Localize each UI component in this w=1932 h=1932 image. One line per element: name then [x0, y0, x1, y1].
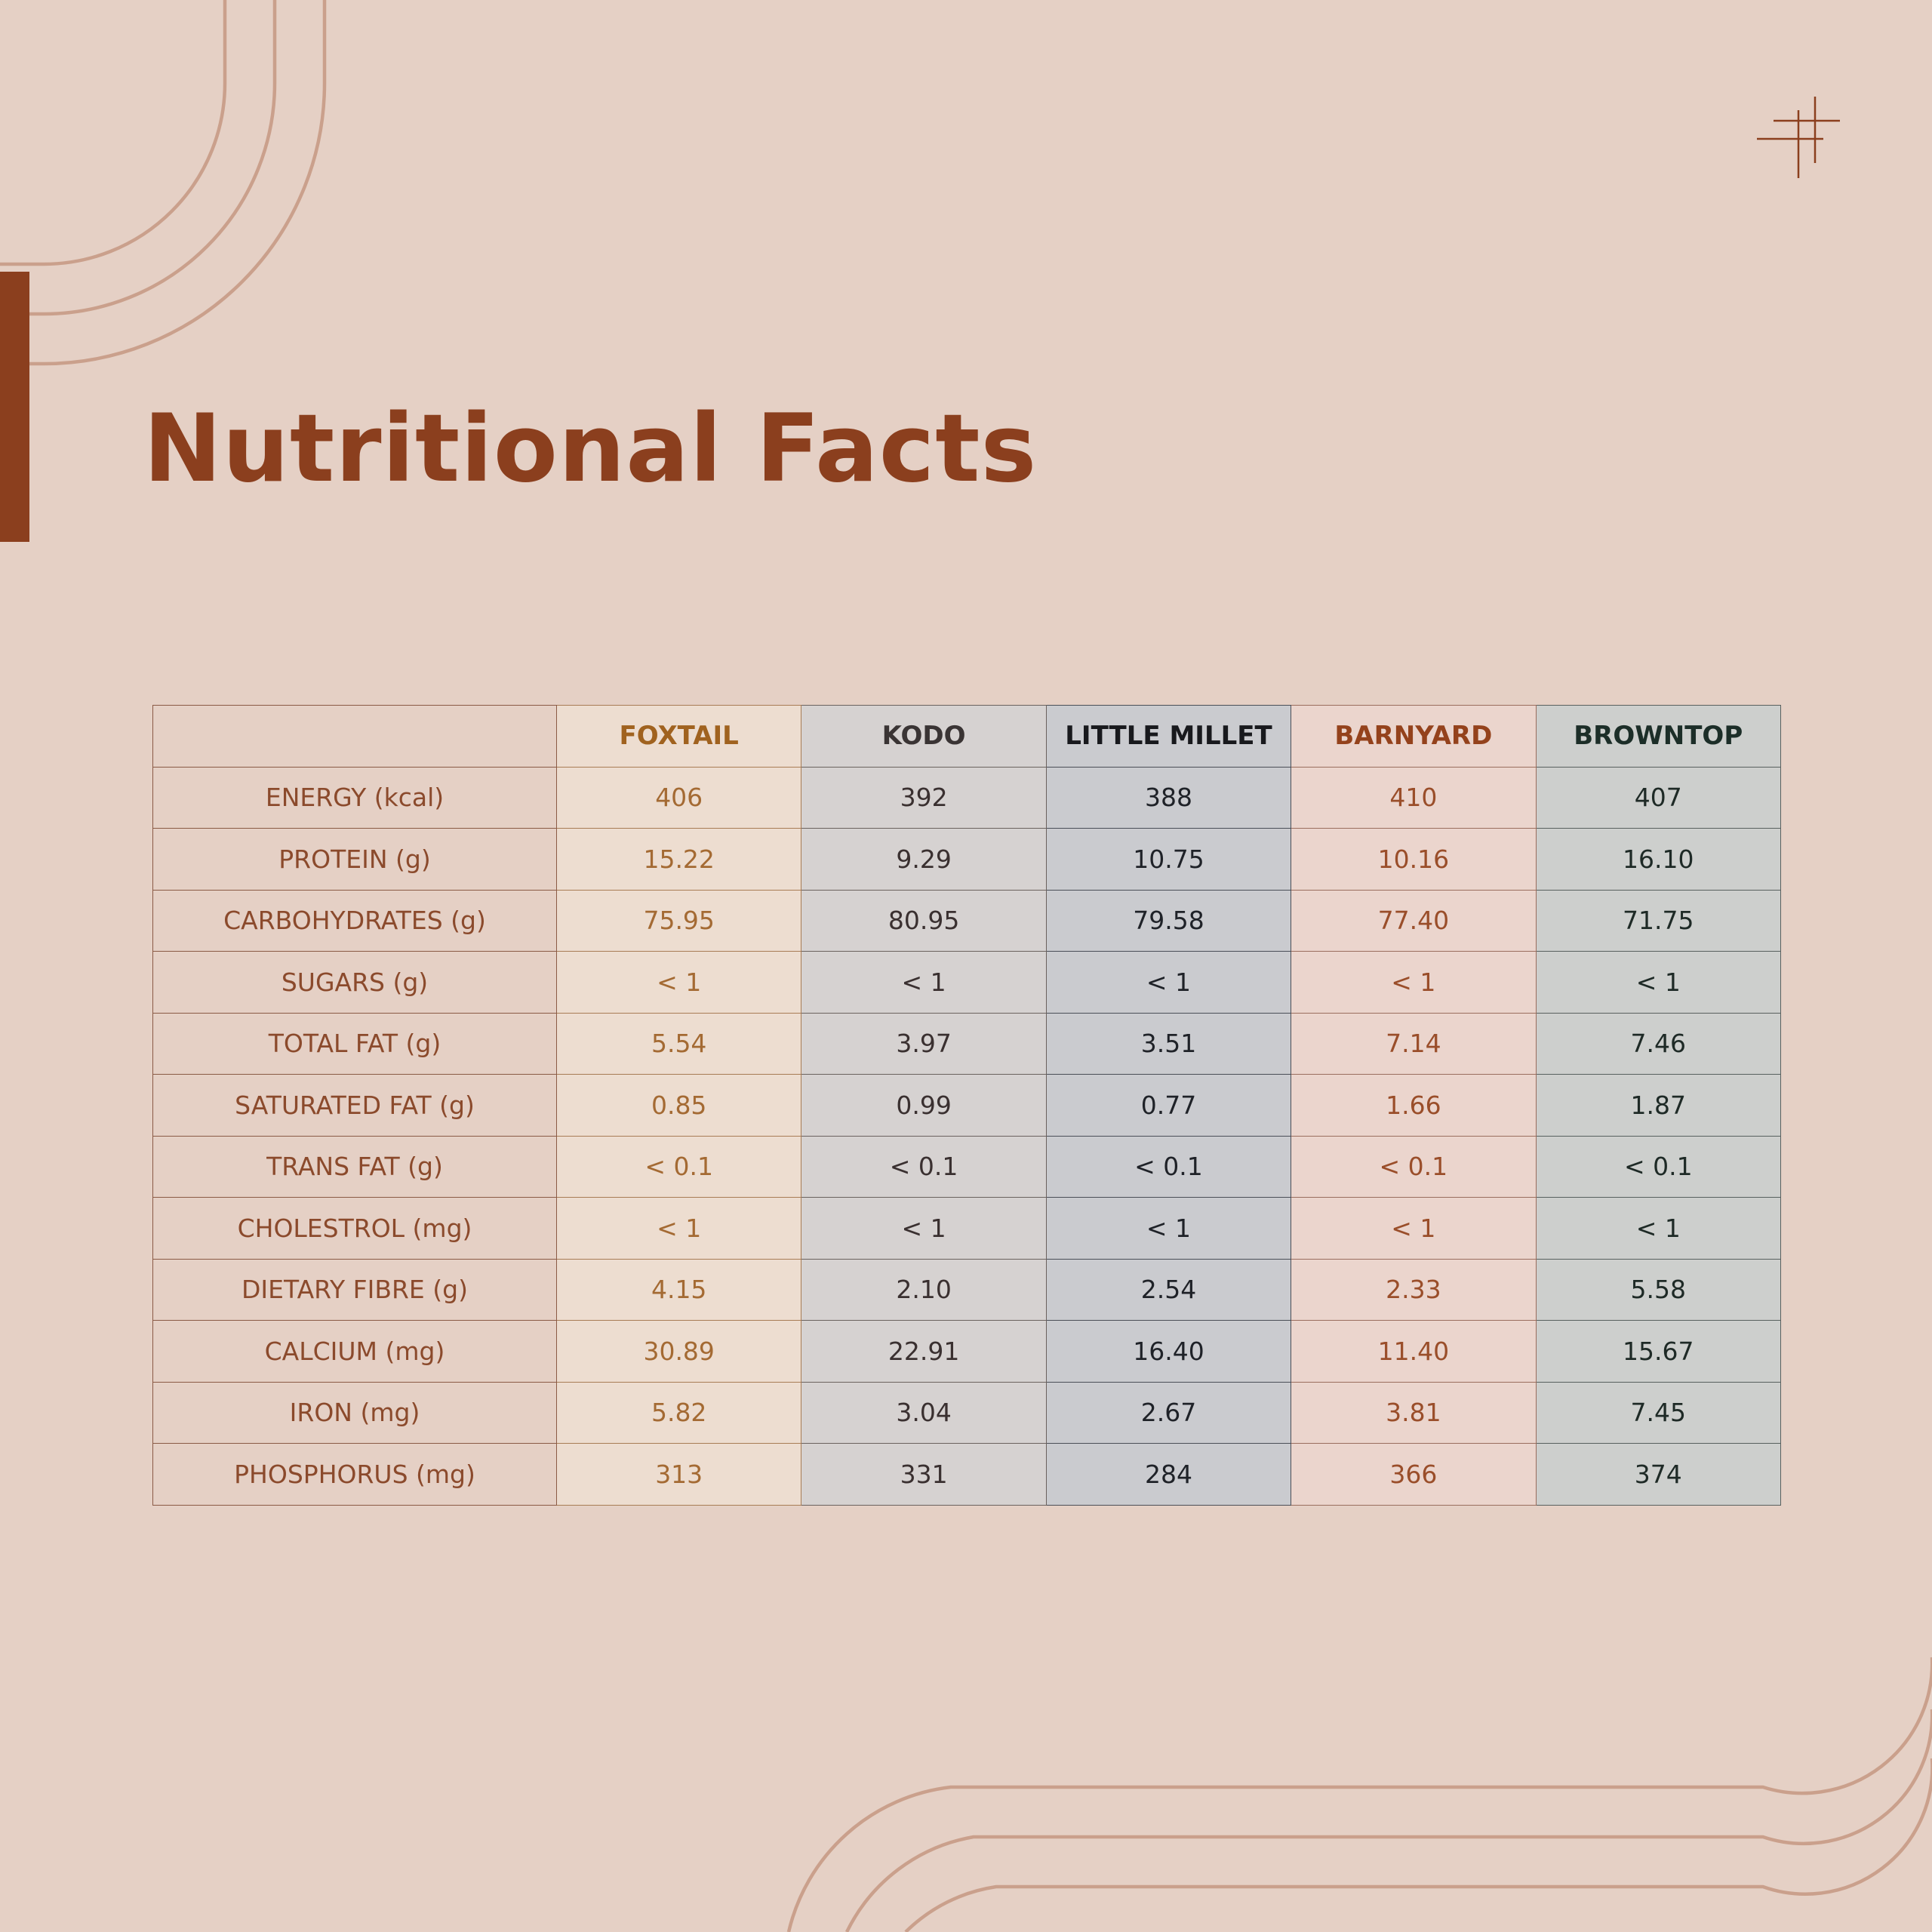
row-label: PROTEIN (g) — [152, 828, 557, 891]
table-header-row: FOXTAIL KODO LITTLE MILLET BARNYARD BROW… — [152, 705, 1781, 768]
cell-foxtail: 30.89 — [555, 1320, 802, 1383]
row-label: IRON (mg) — [152, 1381, 557, 1444]
table-row: CALCIUM (mg) 30.89 22.91 16.40 11.40 15.67 — [152, 1320, 1781, 1383]
cell-barnyard: 77.40 — [1291, 889, 1537, 952]
cell-little-millet: 3.51 — [1045, 1012, 1292, 1075]
cell-foxtail: 5.54 — [555, 1012, 802, 1075]
cell-foxtail: 15.22 — [555, 828, 802, 891]
cell-foxtail: < 1 — [555, 1197, 802, 1260]
cell-browntop: < 1 — [1535, 1197, 1781, 1260]
row-label: DIETARY FIBRE (g) — [152, 1258, 557, 1321]
cell-barnyard: < 0.1 — [1291, 1135, 1537, 1198]
cell-barnyard: 2.33 — [1291, 1258, 1537, 1321]
cell-foxtail: 5.82 — [555, 1381, 802, 1444]
row-label: CARBOHYDRATES (g) — [152, 889, 557, 952]
cell-kodo: < 1 — [801, 1197, 1047, 1260]
cell-browntop: 15.67 — [1535, 1320, 1781, 1383]
cell-barnyard: 3.81 — [1291, 1381, 1537, 1444]
cell-foxtail: 406 — [555, 766, 802, 829]
table-row: SATURATED FAT (g) 0.85 0.99 0.77 1.66 1.87 — [152, 1074, 1781, 1137]
cell-little-millet: < 1 — [1045, 951, 1292, 1014]
cell-kodo: 80.95 — [801, 889, 1047, 952]
cell-kodo: 9.29 — [801, 828, 1047, 891]
cell-browntop: 1.87 — [1535, 1074, 1781, 1137]
row-label: CALCIUM (mg) — [152, 1320, 557, 1383]
table-row: SUGARS (g) < 1 < 1 < 1 < 1 < 1 — [152, 951, 1781, 1014]
cell-browntop: 16.10 — [1535, 828, 1781, 891]
table-row: PHOSPHORUS (mg) 313 331 284 366 374 — [152, 1443, 1781, 1506]
column-header-foxtail: FOXTAIL — [555, 705, 802, 768]
table-row: PROTEIN (g) 15.22 9.29 10.75 10.16 16.10 — [152, 828, 1781, 891]
cell-kodo: 331 — [801, 1443, 1047, 1506]
cell-little-millet: 16.40 — [1045, 1320, 1292, 1383]
cell-browntop: < 1 — [1535, 951, 1781, 1014]
cell-little-millet: 388 — [1045, 766, 1292, 829]
cell-kodo: 2.10 — [801, 1258, 1047, 1321]
cell-little-millet: < 1 — [1045, 1197, 1292, 1260]
cell-foxtail: 4.15 — [555, 1258, 802, 1321]
cell-barnyard: 410 — [1291, 766, 1537, 829]
cell-barnyard: 10.16 — [1291, 828, 1537, 891]
table-row: CHOLESTROL (mg) < 1 < 1 < 1 < 1 < 1 — [152, 1197, 1781, 1260]
row-label: SUGARS (g) — [152, 951, 557, 1014]
table-row: TRANS FAT (g) < 0.1 < 0.1 < 0.1 < 0.1 < 0.1 — [152, 1135, 1781, 1198]
cell-browntop: 407 — [1535, 766, 1781, 829]
nutrition-table: FOXTAIL KODO LITTLE MILLET BARNYARD BROW… — [152, 705, 1781, 1506]
cell-foxtail: 75.95 — [555, 889, 802, 952]
cell-browntop: 374 — [1535, 1443, 1781, 1506]
table-row: TOTAL FAT (g) 5.54 3.97 3.51 7.14 7.46 — [152, 1012, 1781, 1075]
cell-barnyard: < 1 — [1291, 951, 1537, 1014]
cell-browntop: 5.58 — [1535, 1258, 1781, 1321]
cell-browntop: 7.45 — [1535, 1381, 1781, 1444]
table-row: CARBOHYDRATES (g) 75.95 80.95 79.58 77.40 71.… — [152, 889, 1781, 952]
cell-barnyard: 7.14 — [1291, 1012, 1537, 1075]
table-row: ENERGY (kcal) 406 392 388 410 407 — [152, 766, 1781, 829]
cell-little-millet: 10.75 — [1045, 828, 1292, 891]
cell-foxtail: < 0.1 — [555, 1135, 802, 1198]
cell-barnyard: 1.66 — [1291, 1074, 1537, 1137]
cell-little-millet: 79.58 — [1045, 889, 1292, 952]
row-label: PHOSPHORUS (mg) — [152, 1443, 557, 1506]
accent-bar — [0, 272, 29, 542]
cell-kodo: < 1 — [801, 951, 1047, 1014]
table-row: DIETARY FIBRE (g) 4.15 2.10 2.54 2.33 5.58 — [152, 1258, 1781, 1321]
cell-browntop: < 0.1 — [1535, 1135, 1781, 1198]
column-header-little-millet: LITTLE MILLET — [1045, 705, 1292, 768]
cell-little-millet: 284 — [1045, 1443, 1292, 1506]
cell-little-millet: 2.67 — [1045, 1381, 1292, 1444]
cell-little-millet: < 0.1 — [1045, 1135, 1292, 1198]
row-label: ENERGY (kcal) — [152, 766, 557, 829]
cell-kodo: 3.04 — [801, 1381, 1047, 1444]
cell-foxtail: 313 — [555, 1443, 802, 1506]
cell-foxtail: 0.85 — [555, 1074, 802, 1137]
cell-browntop: 71.75 — [1535, 889, 1781, 952]
cell-barnyard: 11.40 — [1291, 1320, 1537, 1383]
cell-foxtail: < 1 — [555, 951, 802, 1014]
row-label: CHOLESTROL (mg) — [152, 1197, 557, 1260]
row-label: TOTAL FAT (g) — [152, 1012, 557, 1075]
column-header-browntop: BROWNTOP — [1535, 705, 1781, 768]
table-row: IRON (mg) 5.82 3.04 2.67 3.81 7.45 — [152, 1381, 1781, 1444]
cell-barnyard: 366 — [1291, 1443, 1537, 1506]
column-header-kodo: KODO — [801, 705, 1047, 768]
cell-kodo: 0.99 — [801, 1074, 1047, 1137]
cell-kodo: 392 — [801, 766, 1047, 829]
cell-kodo: < 0.1 — [801, 1135, 1047, 1198]
cell-little-millet: 2.54 — [1045, 1258, 1292, 1321]
row-label: SATURATED FAT (g) — [152, 1074, 557, 1137]
cell-little-millet: 0.77 — [1045, 1074, 1292, 1137]
column-header-barnyard: BARNYARD — [1291, 705, 1537, 768]
table-corner-cell — [152, 705, 557, 768]
page-title: Nutritional Facts — [143, 395, 1038, 503]
row-label: TRANS FAT (g) — [152, 1135, 557, 1198]
cell-kodo: 22.91 — [801, 1320, 1047, 1383]
cell-barnyard: < 1 — [1291, 1197, 1537, 1260]
cell-kodo: 3.97 — [801, 1012, 1047, 1075]
hashtag-icon — [1757, 97, 1840, 178]
cell-browntop: 7.46 — [1535, 1012, 1781, 1075]
